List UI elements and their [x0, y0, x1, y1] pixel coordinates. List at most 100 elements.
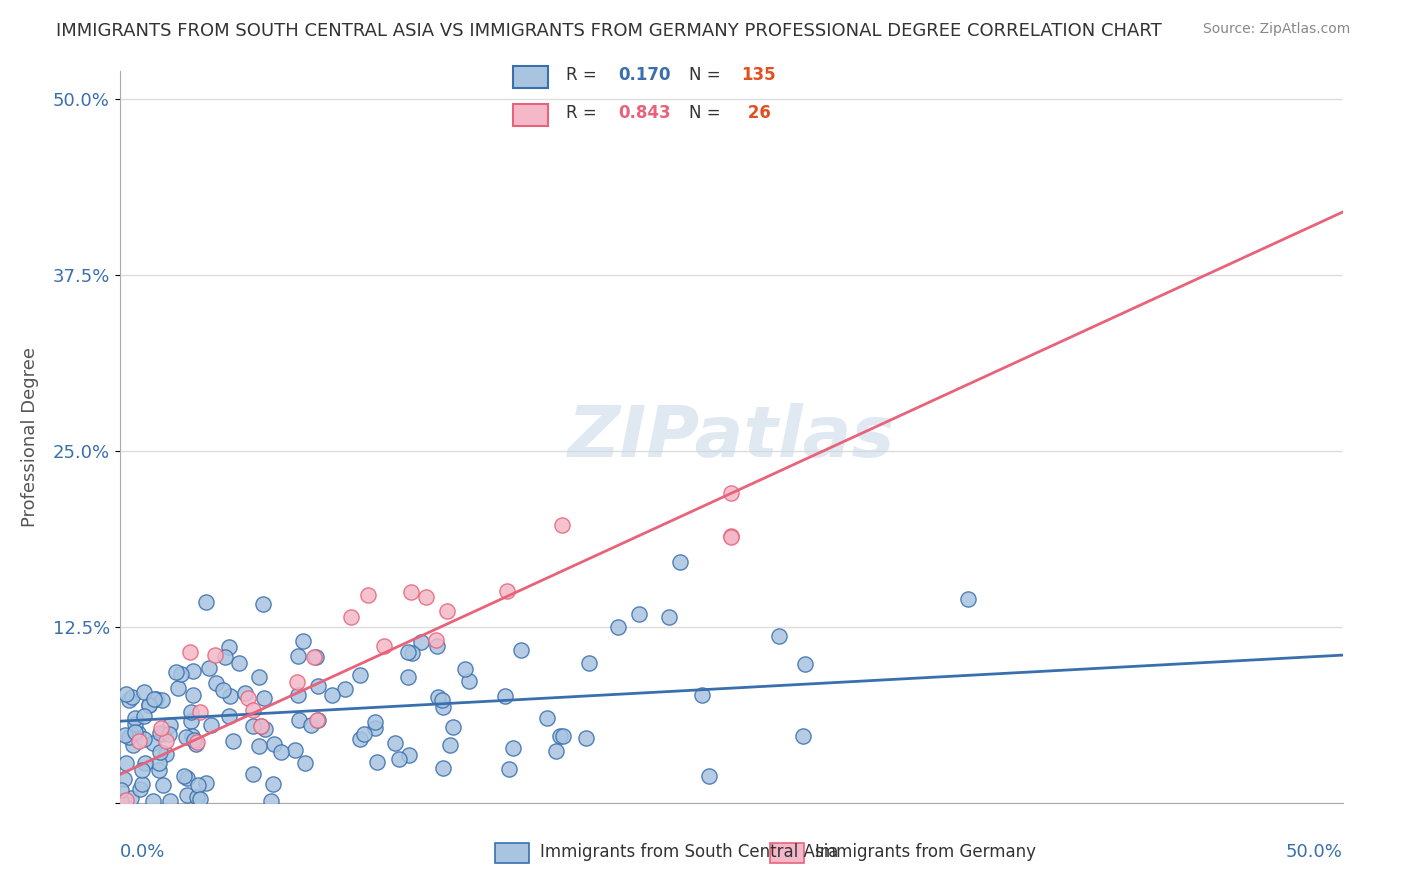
Point — [167, 681, 190, 695]
Point — [794, 657, 817, 672]
Text: N =: N = — [689, 103, 725, 121]
Point — [128, 782, 150, 797]
Point — [212, 682, 235, 697]
Text: N =: N = — [689, 66, 725, 84]
Point — [233, 686, 256, 700]
Point — [247, 670, 270, 684]
Point — [181, 729, 204, 743]
Point — [152, 727, 174, 741]
Point — [720, 530, 742, 544]
Point — [720, 529, 742, 543]
Point — [186, 737, 208, 751]
Point — [299, 718, 322, 732]
Point — [409, 635, 432, 649]
Point — [415, 591, 437, 605]
Point — [307, 713, 329, 727]
Point — [183, 688, 205, 702]
Point — [697, 768, 720, 782]
Point — [401, 646, 423, 660]
Point — [176, 731, 198, 745]
Point — [179, 714, 201, 729]
Point — [157, 727, 180, 741]
Point — [121, 690, 143, 704]
Point — [236, 691, 259, 706]
Point — [956, 591, 979, 606]
Point — [218, 709, 240, 723]
Text: IMMIGRANTS FROM SOUTH CENTRAL ASIA VS IMMIGRANTS FROM GERMANY PROFESSIONAL DEGRE: IMMIGRANTS FROM SOUTH CENTRAL ASIA VS IM… — [56, 22, 1161, 40]
FancyBboxPatch shape — [495, 843, 529, 863]
Point — [364, 714, 387, 729]
Point — [262, 777, 284, 791]
Point — [242, 767, 264, 781]
Text: Immigrants from South Central Asia: Immigrants from South Central Asia — [540, 843, 838, 861]
Point — [110, 783, 132, 797]
Point — [132, 732, 155, 747]
Point — [364, 721, 387, 735]
Point — [768, 629, 790, 643]
Point — [536, 711, 558, 725]
Point — [148, 763, 170, 777]
Text: 0.0%: 0.0% — [120, 843, 165, 861]
Point — [242, 703, 264, 717]
Point — [458, 674, 481, 689]
Point — [250, 719, 273, 733]
Point — [142, 794, 165, 808]
Point — [176, 788, 198, 802]
Point — [425, 632, 447, 647]
Point — [152, 778, 174, 792]
Point — [114, 793, 136, 807]
Point — [188, 706, 211, 720]
Point — [114, 727, 136, 741]
Point — [548, 730, 571, 744]
Point — [333, 681, 356, 696]
Point — [366, 755, 388, 769]
Point — [219, 689, 242, 703]
Point — [287, 688, 309, 702]
Point — [496, 584, 519, 599]
Point — [398, 747, 420, 762]
Point — [792, 729, 814, 743]
Point — [138, 698, 160, 712]
Point — [396, 670, 419, 684]
Point — [436, 604, 458, 618]
Point — [127, 726, 149, 740]
Point — [159, 794, 181, 808]
Point — [183, 732, 205, 747]
Point — [304, 649, 326, 664]
Point — [188, 792, 211, 806]
Point — [142, 692, 165, 706]
Point — [285, 674, 308, 689]
Text: 135: 135 — [742, 66, 776, 84]
Point — [249, 739, 271, 754]
Point — [432, 761, 454, 775]
Point — [607, 620, 630, 634]
Text: Immigrants from Germany: Immigrants from Germany — [815, 843, 1036, 861]
Point — [112, 772, 135, 786]
Point — [439, 738, 461, 752]
Point — [494, 690, 516, 704]
Point — [124, 716, 146, 731]
Point — [138, 698, 160, 712]
Point — [148, 756, 170, 770]
Point — [200, 718, 222, 732]
Point — [194, 776, 217, 790]
FancyBboxPatch shape — [770, 843, 804, 863]
Point — [173, 769, 195, 783]
Point — [427, 690, 450, 704]
Point — [150, 692, 173, 706]
Point — [353, 727, 375, 741]
Point — [176, 771, 198, 785]
Point — [287, 648, 309, 663]
FancyBboxPatch shape — [513, 66, 548, 88]
Point — [155, 747, 177, 761]
Point — [218, 640, 240, 654]
Point — [253, 691, 276, 706]
Point — [165, 665, 187, 679]
Point — [270, 746, 292, 760]
Point — [307, 679, 329, 693]
Point — [148, 745, 170, 759]
Point — [181, 664, 204, 678]
Point — [399, 585, 422, 599]
Point — [546, 744, 568, 758]
Point — [263, 737, 285, 751]
